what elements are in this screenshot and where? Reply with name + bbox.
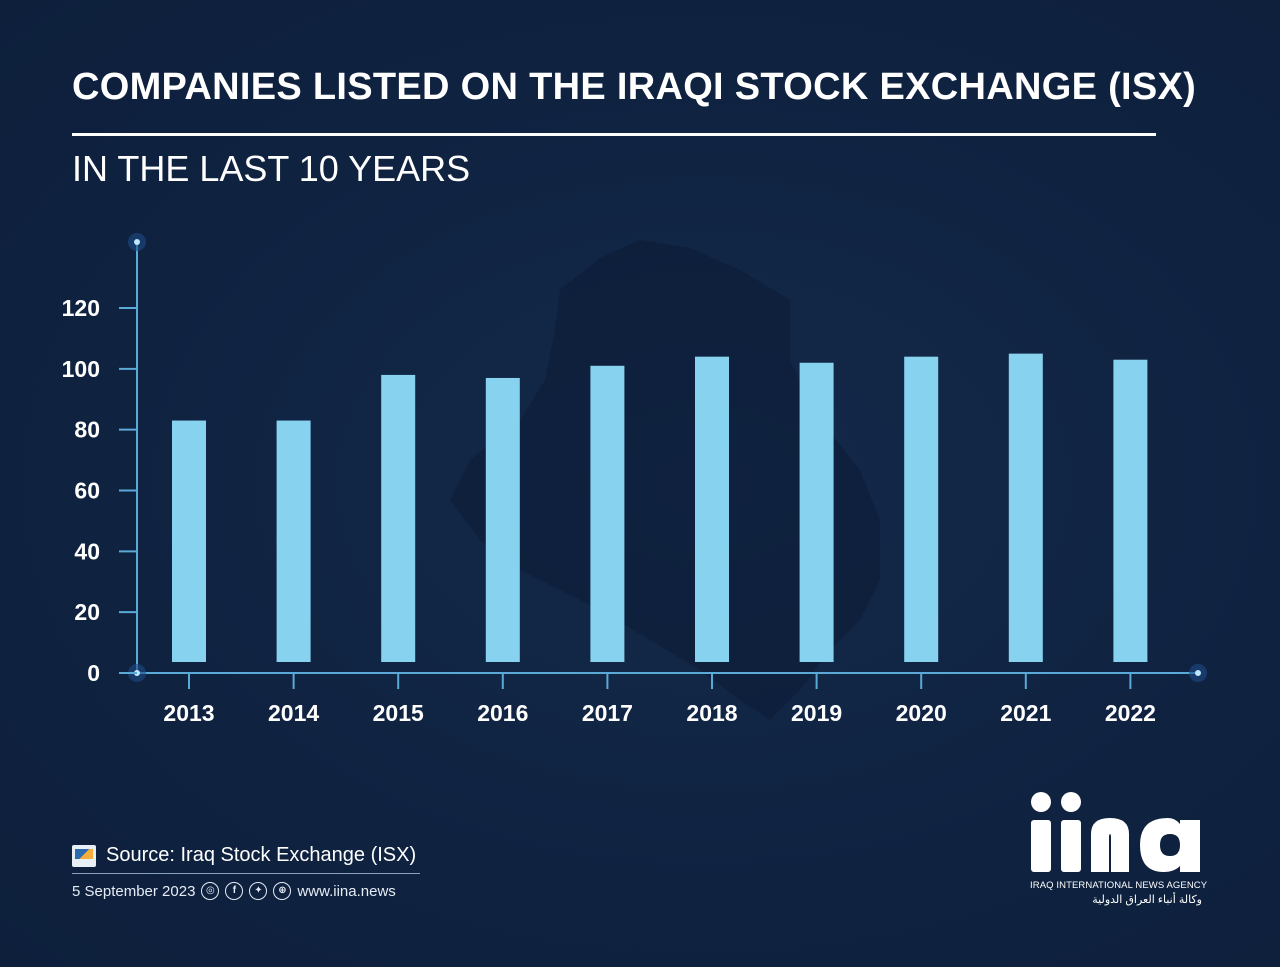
bar-2014 xyxy=(276,420,311,662)
axis-end-dot xyxy=(1195,670,1201,676)
axis-end-dot xyxy=(134,239,140,245)
footer-meta: 5 September 2023 ◎ f ✦ ⊕ www.iina.news xyxy=(72,882,396,900)
y-tick-label: 60 xyxy=(74,478,100,504)
instagram-icon[interactable]: ◎ xyxy=(201,882,220,900)
y-tick-label: 0 xyxy=(87,660,100,686)
bar-2020 xyxy=(904,356,939,662)
y-tick-label: 120 xyxy=(62,295,100,321)
globe-icon[interactable]: ⊕ xyxy=(273,882,292,900)
y-tick-label: 40 xyxy=(74,538,100,564)
y-tick-label: 100 xyxy=(62,356,100,382)
x-tick-label: 2020 xyxy=(896,700,947,726)
bar-2017 xyxy=(590,365,625,662)
x-tick-label: 2017 xyxy=(582,700,633,726)
bar-2013 xyxy=(172,420,206,662)
x-tick-label: 2022 xyxy=(1105,700,1156,726)
logo-tagline-arabic: وكالة أنباء العراق الدولية xyxy=(1092,894,1202,906)
logo-tagline-english: IRAQ INTERNATIONAL NEWS AGENCY xyxy=(1030,880,1208,891)
chart-title: COMPANIES LISTED ON THE IRAQI STOCK EXCH… xyxy=(72,66,1197,108)
facebook-icon[interactable]: f xyxy=(225,882,244,900)
x-tick-label: 2018 xyxy=(686,700,737,726)
x-tick-label: 2021 xyxy=(1000,700,1051,726)
title-divider xyxy=(72,133,1156,136)
x-tick-label: 2019 xyxy=(791,700,842,726)
x-tick-label: 2014 xyxy=(268,700,319,726)
chart-subtitle: IN THE LAST 10 YEARS xyxy=(72,148,471,189)
publish-date: 5 September 2023 xyxy=(72,882,196,900)
iina-logo xyxy=(1031,792,1200,872)
twitter-icon[interactable]: ✦ xyxy=(249,882,268,900)
bar-2015 xyxy=(381,374,416,662)
x-tick-label: 2016 xyxy=(477,700,528,726)
y-tick-label: 80 xyxy=(74,417,100,443)
source-line: Source: Iraq Stock Exchange (ISX) xyxy=(72,844,420,874)
bar-2022 xyxy=(1113,359,1148,662)
bar-2019 xyxy=(799,362,834,662)
x-tick-label: 2013 xyxy=(163,700,214,726)
bar-2021 xyxy=(1008,353,1043,662)
bar-2016 xyxy=(485,377,520,662)
y-tick-label: 20 xyxy=(74,599,100,625)
x-tick-label: 2015 xyxy=(373,700,424,726)
website-link[interactable]: www.iina.news xyxy=(297,882,396,900)
isx-logo-icon xyxy=(72,844,96,867)
bar-2018 xyxy=(695,356,729,662)
source-text: Source: Iraq Stock Exchange (ISX) xyxy=(106,844,417,866)
